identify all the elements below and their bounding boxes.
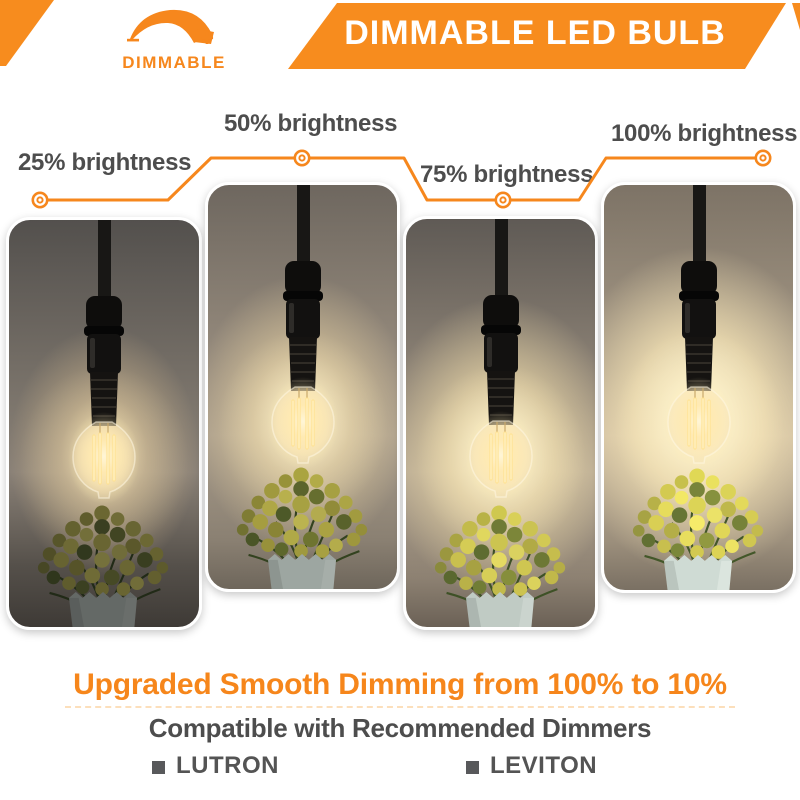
dimmer-brand-label: LUTRON [176, 752, 279, 779]
flower-pot-photo [611, 447, 786, 593]
dimmer-arc-icon [130, 9, 214, 44]
pendant-bulb-photo [639, 185, 759, 485]
compatibility-subheadline: Compatible with Recommended Dimmers [148, 713, 652, 743]
brightness-label-50: 50% brightness [224, 110, 398, 137]
brightness-label-75: 75% brightness [420, 161, 594, 188]
photo-panel-100 [601, 182, 796, 593]
callout-line [40, 156, 763, 202]
dashed-divider [65, 706, 735, 708]
plus-icon: + [200, 25, 215, 52]
dimmer-brand-leviton: LEVITON [466, 752, 597, 780]
dimming-headline: Upgraded Smooth Dimming from 100% to 10% [73, 668, 727, 701]
callout-marker-50 [293, 149, 311, 167]
pendant-bulb-photo [441, 219, 561, 519]
callout-marker-75 [494, 191, 512, 209]
callout-marker-100 [754, 149, 772, 167]
pendant-bulb-photo [243, 185, 363, 485]
pendant-bulb-photo [44, 220, 164, 520]
flower-pot-photo [215, 446, 390, 592]
brightness-label-100: 100% brightness [611, 120, 798, 147]
flower-pot-photo [413, 484, 588, 630]
flower-pot-photo [17, 484, 192, 630]
photo-panel-75 [403, 216, 598, 630]
header-band [0, 0, 800, 69]
photo-panel-50 [205, 182, 400, 592]
dimmer-brand-label: LEVITON [490, 752, 598, 779]
square-bullet-icon [152, 760, 165, 774]
minus-icon: − [126, 27, 141, 54]
logo-brand-text: DIMMABLE [122, 53, 226, 72]
photo-panel-25 [6, 217, 202, 630]
banner-edge-sliver-shape [792, 3, 800, 30]
dimmable-logo: − + DIMMABLE [118, 3, 230, 75]
square-bullet-icon [466, 760, 479, 774]
corner-slash-shape [0, 0, 54, 66]
dimmer-brand-lutron: LUTRON [152, 752, 279, 780]
brightness-label-25: 25% brightness [18, 149, 192, 176]
callout-connector [31, 149, 772, 209]
banner-ribbon-shape [288, 3, 786, 69]
callout-marker-25 [31, 191, 49, 209]
banner-title: DIMMABLE LED BULB [344, 14, 726, 52]
